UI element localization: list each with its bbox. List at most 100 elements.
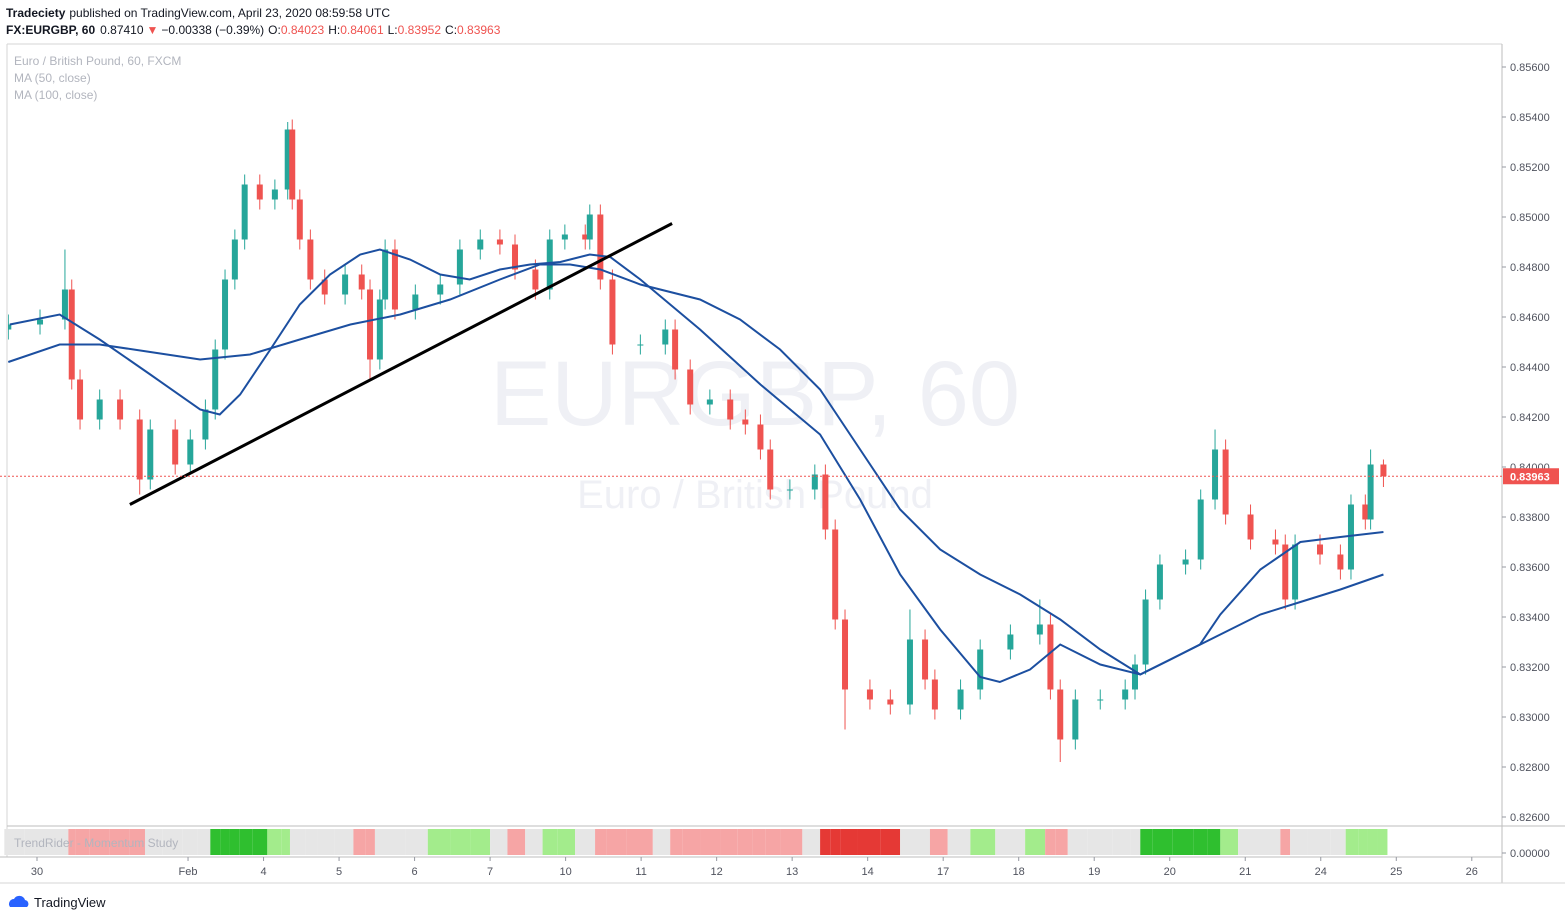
momentum-bar bbox=[595, 829, 607, 855]
candle-body bbox=[1057, 689, 1064, 740]
y-tick-label: 0.83400 bbox=[1510, 612, 1550, 624]
momentum-bar bbox=[1345, 829, 1359, 855]
last-price-label: 0.83963 bbox=[1510, 471, 1550, 483]
last-price-box bbox=[1503, 468, 1559, 485]
x-tick-label: 18 bbox=[1013, 866, 1025, 878]
candle-body bbox=[1007, 634, 1014, 650]
candle-body bbox=[382, 249, 389, 300]
momentum-bar bbox=[1377, 829, 1388, 855]
momentum-bar bbox=[267, 829, 282, 855]
candle-body bbox=[1122, 689, 1129, 700]
instrument-title: Euro / British Pound, 60, FXCM bbox=[14, 54, 181, 68]
x-tick-label: 30 bbox=[31, 866, 43, 878]
momentum-bar bbox=[575, 829, 588, 855]
candle-body bbox=[1337, 554, 1344, 570]
candle-body bbox=[597, 214, 604, 280]
candle-body bbox=[231, 239, 238, 280]
publish-line: Tradeciety published on TradingView.com, … bbox=[6, 6, 390, 20]
x-tick-label: 19 bbox=[1088, 866, 1100, 878]
candle-body bbox=[786, 489, 793, 491]
y-tick-label: 0.85200 bbox=[1510, 162, 1550, 174]
candle-body bbox=[412, 294, 419, 310]
candle-body bbox=[477, 239, 484, 250]
candle-body bbox=[1182, 559, 1189, 565]
momentum-bar bbox=[802, 829, 821, 855]
momentum-bar bbox=[929, 829, 948, 855]
momentum-bar bbox=[1172, 829, 1194, 855]
candle-body bbox=[512, 244, 519, 270]
candle-body bbox=[296, 199, 303, 240]
momentum-bar bbox=[390, 829, 406, 855]
momentum-bar bbox=[1262, 829, 1281, 855]
candle-body bbox=[977, 649, 984, 690]
candle-body bbox=[321, 279, 328, 295]
momentum-bar bbox=[830, 829, 841, 855]
momentum-bar bbox=[947, 829, 971, 855]
y-tick-label: 0.83000 bbox=[1510, 712, 1550, 724]
x-tick-label: 7 bbox=[487, 866, 493, 878]
brand: TradingView bbox=[34, 895, 106, 910]
momentum-bar bbox=[229, 829, 240, 855]
candle-body bbox=[284, 129, 291, 190]
quote-line: FX:EURGBP, 60 0.87410 ▼ −0.00338 (−0.39%) O:… bbox=[6, 23, 501, 37]
candle-body bbox=[376, 299, 383, 360]
open-value: 0.84023 bbox=[281, 23, 325, 37]
x-tick-label: 26 bbox=[1466, 866, 1478, 878]
candle-body bbox=[1142, 599, 1149, 665]
watermark-name: Euro / British Pound bbox=[577, 473, 933, 517]
momentum-bar bbox=[182, 829, 198, 855]
candle-body bbox=[767, 449, 774, 490]
momentum-bar bbox=[197, 829, 211, 855]
candle-body bbox=[561, 234, 568, 240]
momentum-bar bbox=[220, 829, 230, 855]
candle-body bbox=[672, 329, 679, 370]
y-tick-label: 0.82800 bbox=[1510, 762, 1550, 774]
momentum-bar bbox=[682, 829, 701, 855]
candle-body bbox=[289, 129, 296, 200]
y-tick-label: 0.82600 bbox=[1510, 812, 1550, 824]
y-tick-label: 0.84200 bbox=[1510, 412, 1550, 424]
momentum-bar bbox=[1112, 829, 1131, 855]
momentum-bar bbox=[1140, 829, 1153, 855]
close-label: C: bbox=[445, 23, 457, 37]
candle-body bbox=[662, 329, 669, 345]
legend-entry: MA (50, close) bbox=[14, 71, 91, 85]
momentum-bar bbox=[900, 829, 918, 855]
candle-body bbox=[256, 184, 263, 200]
y-tick-label: 0.84600 bbox=[1510, 312, 1550, 324]
y-tick-label: 0.83800 bbox=[1510, 512, 1550, 524]
candle-body bbox=[832, 529, 839, 620]
logo-icon bbox=[8, 895, 29, 907]
x-tick-label: 21 bbox=[1239, 866, 1251, 878]
candle-body bbox=[742, 419, 749, 425]
candle-body bbox=[811, 474, 818, 490]
momentum-bar bbox=[1238, 829, 1263, 855]
momentum-bar bbox=[374, 829, 383, 855]
candle-body bbox=[342, 274, 349, 295]
arrow: ▼ bbox=[147, 23, 159, 37]
y-tick-label: 0.84400 bbox=[1510, 362, 1550, 374]
candle-body bbox=[1097, 699, 1104, 701]
x-tick-label: 17 bbox=[937, 866, 949, 878]
momentum-bar bbox=[765, 829, 781, 855]
x-tick-label: 20 bbox=[1164, 866, 1176, 878]
momentum-bar bbox=[382, 829, 391, 855]
candle-body bbox=[136, 419, 143, 480]
low-value: 0.83952 bbox=[398, 23, 442, 37]
change: −0.00338 (−0.39%) bbox=[161, 23, 264, 37]
momentum-bar bbox=[144, 829, 163, 855]
momentum-bar bbox=[52, 829, 69, 855]
momentum-bar bbox=[1055, 829, 1068, 855]
candle-body bbox=[1362, 504, 1369, 520]
momentum-bar bbox=[880, 829, 901, 855]
x-tick-label: 11 bbox=[635, 866, 646, 878]
momentum-bar bbox=[129, 829, 145, 855]
momentum-bar bbox=[365, 829, 375, 855]
candle-body bbox=[172, 429, 179, 465]
candle-body bbox=[367, 289, 374, 360]
candle-body bbox=[1317, 544, 1324, 555]
y-tick-label: 0.85600 bbox=[1510, 62, 1550, 74]
candle-body bbox=[1282, 544, 1289, 600]
momentum-bar bbox=[1358, 829, 1368, 855]
candle-body bbox=[212, 349, 219, 410]
